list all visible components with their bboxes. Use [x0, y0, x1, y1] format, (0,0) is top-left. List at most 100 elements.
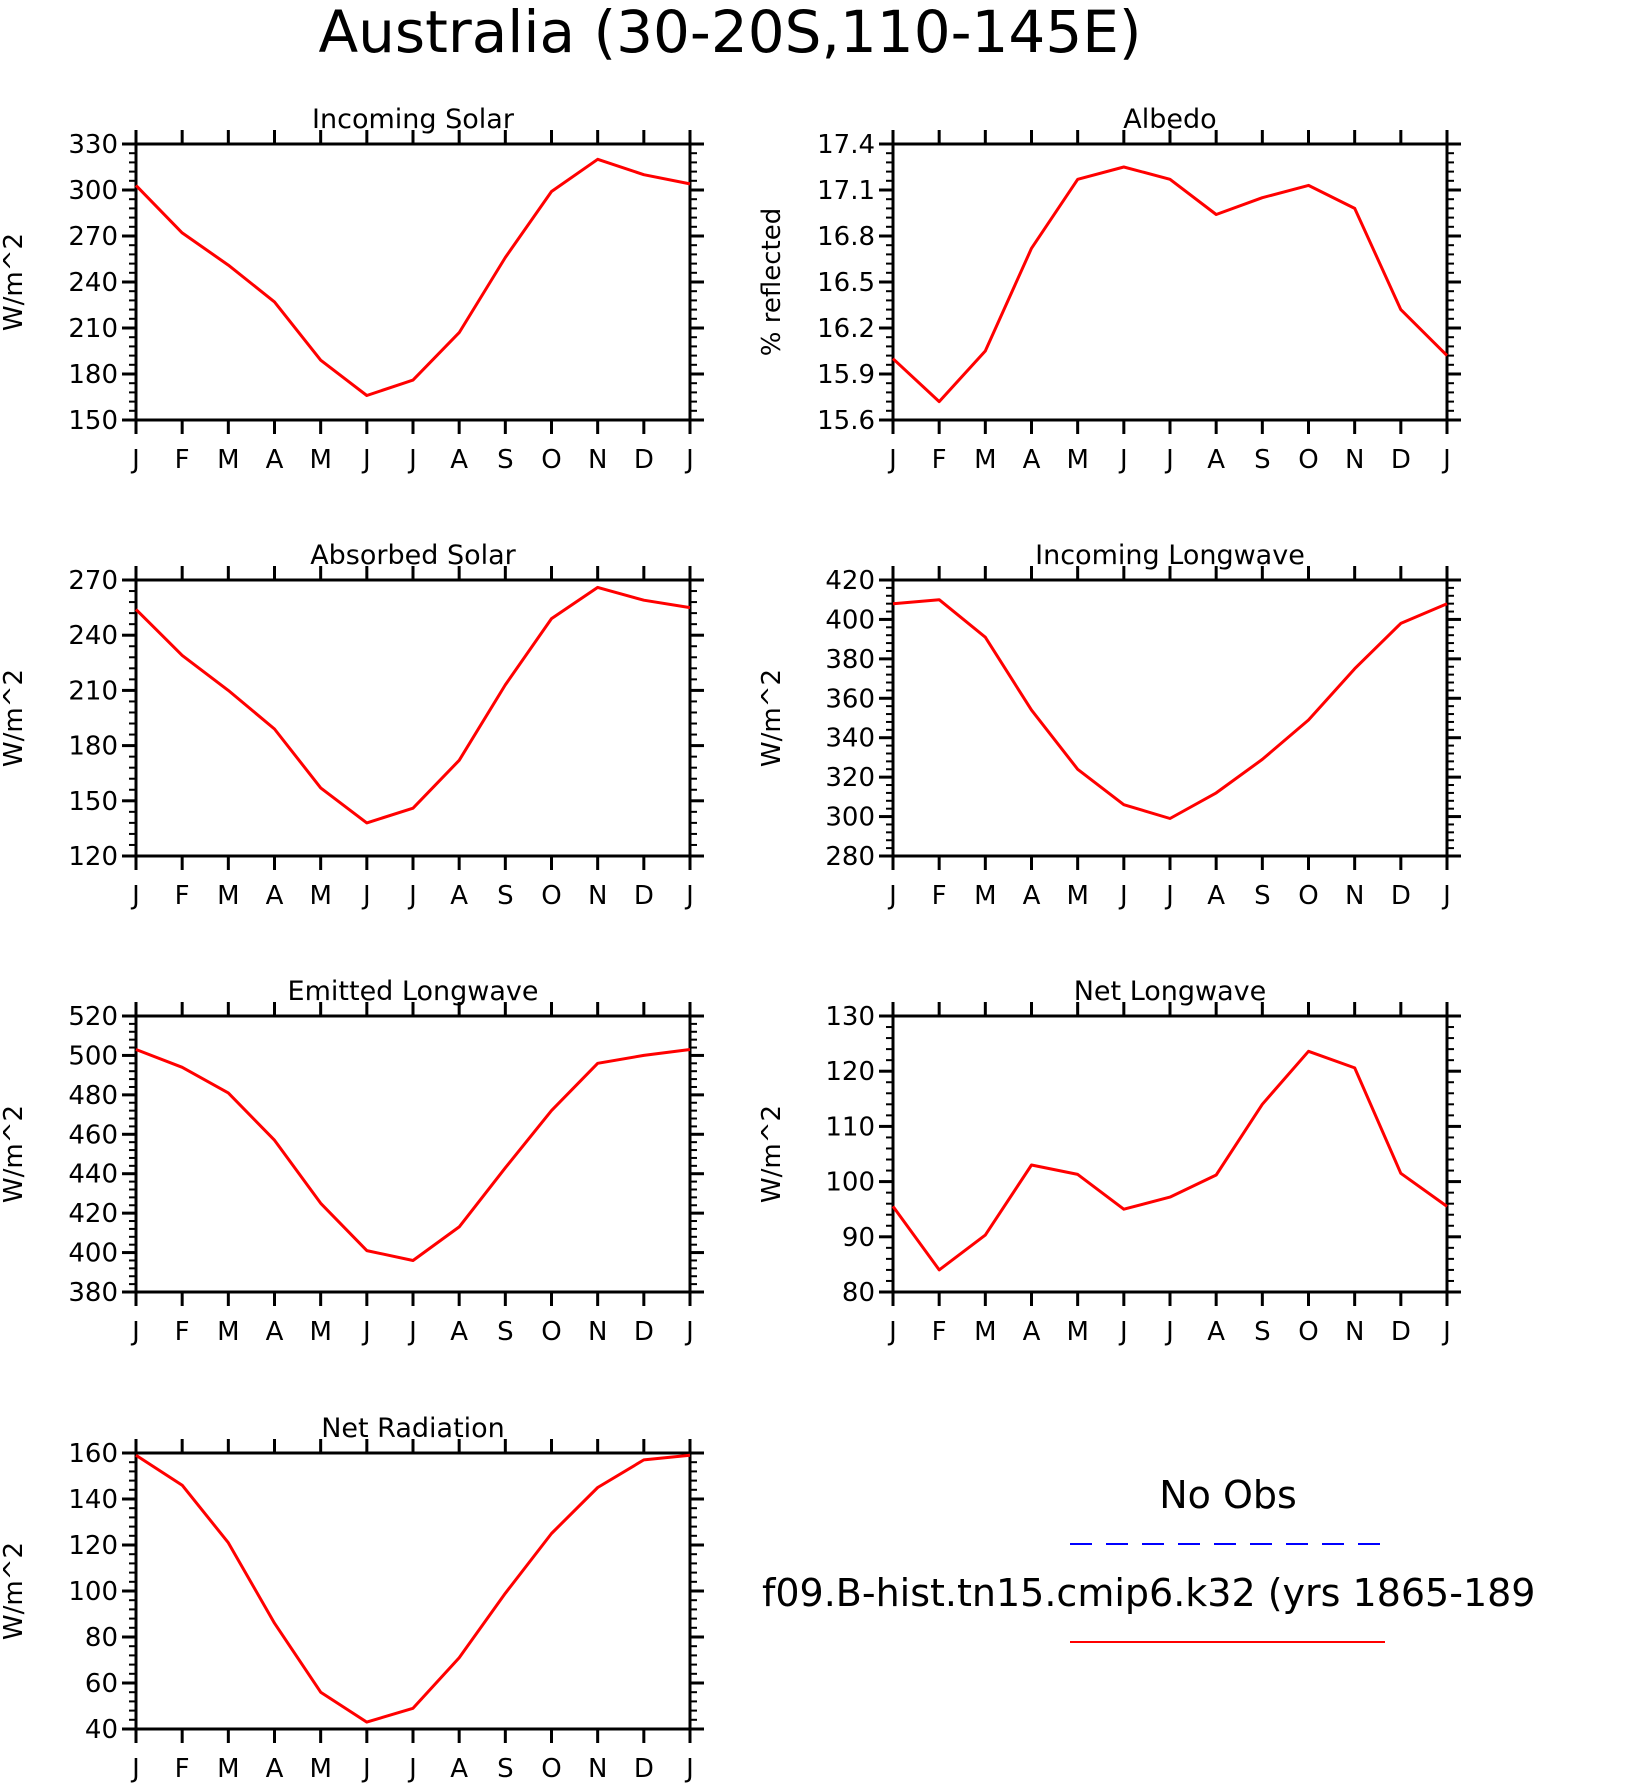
x-tick-label: J [407, 881, 417, 911]
x-tick-label: S [497, 1754, 514, 1783]
y-tick-label: 420 [68, 1199, 118, 1229]
y-tick-label: 400 [825, 605, 875, 635]
x-tick-label: N [588, 445, 607, 475]
x-tick-label: A [266, 1317, 284, 1347]
x-tick-label: J [407, 1754, 417, 1783]
plot-frame [134, 1451, 692, 1731]
y-tick-label: 210 [68, 314, 118, 344]
y-tick-label: 110 [825, 1112, 875, 1142]
y-tick-label: 180 [68, 732, 118, 762]
x-tick-label: D [1391, 1317, 1411, 1347]
panel-title: Net Longwave [1074, 976, 1267, 1007]
legend-label-model: f09.B-hist.tn15.cmip6.k32 (yrs 1865-189 [762, 1571, 1535, 1615]
y-tick-label: 320 [825, 763, 875, 793]
x-tick-label: M [309, 1317, 331, 1347]
y-tick-label: 140 [68, 1485, 118, 1515]
y-tick-label: 240 [68, 621, 118, 651]
x-tick-label: J [361, 445, 371, 475]
y-tick-label: 150 [68, 406, 118, 436]
panel-title: Absorbed Solar [310, 540, 516, 571]
y-tick-label: 80 [85, 1623, 118, 1653]
x-tick-label: J [1441, 1317, 1451, 1347]
x-tick-label: J [407, 1317, 417, 1347]
x-tick-label: S [1254, 1317, 1271, 1347]
y-tick-label: 380 [825, 645, 875, 675]
x-tick-label: J [361, 881, 371, 911]
x-tick-label: O [1298, 1317, 1318, 1347]
x-tick-label: M [309, 1754, 331, 1783]
x-tick-label: N [1345, 445, 1364, 475]
panel-title: Incoming Solar [312, 104, 515, 135]
panel-title: Incoming Longwave [1035, 540, 1305, 571]
x-tick-label: J [887, 881, 897, 911]
x-tick-label: O [541, 1317, 561, 1347]
x-tick-label: A [1023, 1317, 1041, 1347]
y-tick-label: 160 [68, 1439, 118, 1469]
x-tick-label: M [1066, 881, 1088, 911]
y-tick-label: 330 [68, 130, 118, 160]
y-tick-label: 120 [68, 842, 118, 872]
x-tick-label: J [684, 881, 694, 911]
x-tick-label: M [309, 445, 331, 475]
x-tick-label: D [1391, 445, 1411, 475]
y-tick-label: 270 [68, 566, 118, 596]
panel-title: Net Radiation [321, 1413, 505, 1444]
series-line [134, 157, 691, 397]
x-tick-label: J [130, 1754, 140, 1783]
x-tick-label: S [497, 881, 514, 911]
x-tick-label: J [407, 445, 417, 475]
plot-frame [891, 578, 1449, 858]
x-tick-label: O [1298, 445, 1318, 475]
x-tick-label: M [974, 1317, 996, 1347]
y-tick-label: 17.4 [817, 130, 875, 160]
x-tick-label: J [1164, 881, 1174, 911]
plot-frame [891, 1014, 1449, 1294]
x-tick-label: J [887, 1317, 897, 1347]
y-tick-label: 380 [68, 1278, 118, 1308]
plot-frame [134, 1014, 692, 1294]
x-tick-label: J [1441, 445, 1451, 475]
x-tick-label: M [1066, 1317, 1088, 1347]
y-tick-label: 40 [85, 1715, 118, 1745]
x-tick-label: N [1345, 1317, 1364, 1347]
y-tick-label: 100 [68, 1577, 118, 1607]
x-tick-label: J [1441, 881, 1451, 911]
y-tick-label: 15.9 [817, 360, 875, 390]
y-tick-label: 420 [825, 566, 875, 596]
y-tick-label: 460 [68, 1120, 118, 1150]
x-tick-label: A [266, 881, 284, 911]
y-tick-label: 60 [85, 1669, 118, 1699]
x-tick-label: O [541, 445, 561, 475]
y-tick-label: 520 [68, 1002, 118, 1032]
y-axis-label: W/m^2 [0, 1542, 29, 1640]
y-axis-label: W/m^2 [0, 233, 29, 331]
x-tick-label: J [130, 1317, 140, 1347]
y-tick-label: 280 [825, 842, 875, 872]
y-axis-label: W/m^2 [0, 1105, 29, 1203]
x-tick-label: D [634, 1317, 654, 1347]
x-tick-label: A [1023, 445, 1041, 475]
x-tick-label: F [932, 445, 947, 475]
x-tick-label: F [175, 445, 190, 475]
x-tick-label: J [684, 445, 694, 475]
x-tick-label: A [450, 445, 468, 475]
x-tick-label: J [361, 1754, 371, 1783]
series-line [135, 1453, 691, 1724]
y-tick-label: 100 [825, 1168, 875, 1198]
y-tick-label: 90 [842, 1223, 875, 1253]
x-tick-label: J [887, 445, 897, 475]
x-tick-label: M [309, 881, 331, 911]
plot-frame [134, 578, 692, 858]
legend-label-obs: No Obs [1159, 1473, 1297, 1517]
x-tick-label: J [130, 881, 140, 911]
series-line [135, 1048, 691, 1262]
x-tick-label: A [450, 1754, 468, 1783]
x-tick-label: O [1298, 881, 1318, 911]
y-tick-label: 210 [68, 676, 118, 706]
